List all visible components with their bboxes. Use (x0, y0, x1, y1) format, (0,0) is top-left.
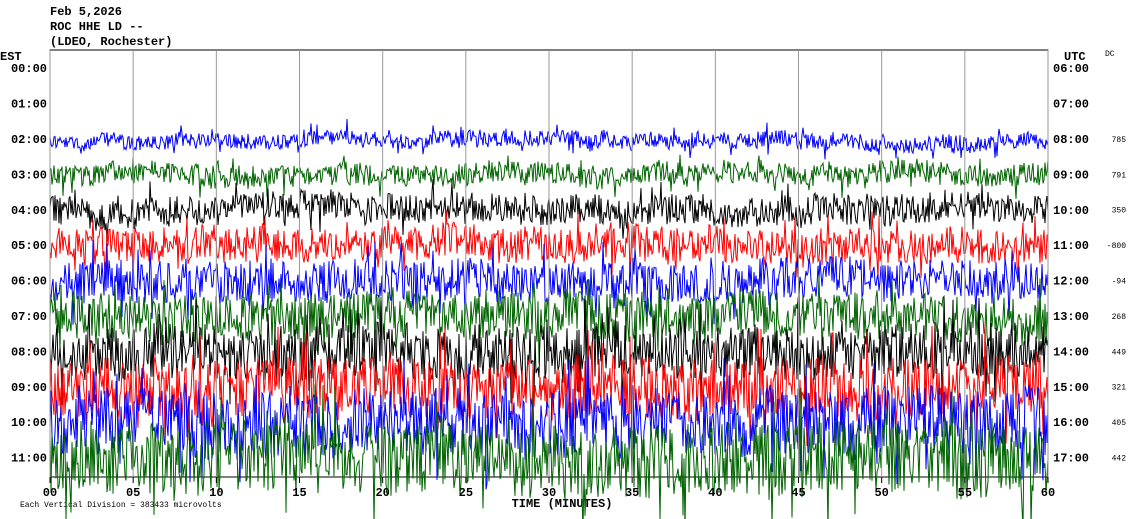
left-row-label: 05:00 (11, 239, 47, 253)
x-tick-label: 05 (126, 486, 140, 500)
right-row-label: 06:00 (1053, 62, 1089, 76)
dc-value: 321 (1112, 384, 1127, 393)
x-tick-label: 40 (708, 486, 722, 500)
x-tick-label: 10 (209, 486, 223, 500)
right-row-label: 13:00 (1053, 310, 1089, 324)
x-tick-label: 15 (292, 486, 306, 500)
dc-value: 785 (1112, 136, 1127, 145)
x-tick-label: 20 (375, 486, 389, 500)
x-tick-label: 50 (874, 486, 888, 500)
dc-value: -800 (1107, 242, 1126, 251)
footnote: Each Vertical Division = 383433 microvol… (20, 501, 222, 510)
x-axis-label: TIME (MINUTES) (512, 497, 613, 511)
dc-value: 350 (1112, 207, 1127, 216)
left-row-label: 06:00 (11, 275, 47, 289)
right-axis-label: UTC (1064, 50, 1086, 64)
dc-value: -94 (1112, 278, 1127, 287)
left-row-label: 00:00 (11, 62, 47, 76)
x-tick-label: 55 (958, 486, 972, 500)
right-row-label: 11:00 (1053, 239, 1089, 253)
title-date: Feb 5,2026 (50, 5, 122, 19)
left-row-label: 03:00 (11, 168, 47, 182)
x-tick-label: 60 (1041, 486, 1055, 500)
dc-value: 449 (1112, 348, 1127, 357)
dc-value: 442 (1112, 455, 1127, 464)
left-row-label: 02:00 (11, 133, 47, 147)
x-tick-label: 45 (791, 486, 805, 500)
title-network: (LDEO, Rochester) (50, 35, 172, 49)
right-row-label: 14:00 (1053, 345, 1089, 359)
dc-value: 268 (1112, 313, 1127, 322)
right-row-label: 16:00 (1053, 416, 1089, 430)
left-row-label: 11:00 (11, 452, 47, 466)
right-row-label: 15:00 (1053, 381, 1089, 395)
x-tick-label: 00 (43, 486, 57, 500)
title-station: ROC HHE LD -- (50, 20, 144, 34)
left-row-label: 07:00 (11, 310, 47, 324)
right-row-label: 10:00 (1053, 204, 1089, 218)
left-row-label: 04:00 (11, 204, 47, 218)
left-row-label: 08:00 (11, 345, 47, 359)
left-axis-label: EST (0, 50, 22, 64)
dc-label: DC (1105, 50, 1115, 59)
dc-value: 405 (1112, 419, 1127, 428)
left-row-label: 09:00 (11, 381, 47, 395)
right-row-label: 09:00 (1053, 168, 1089, 182)
right-row-label: 17:00 (1053, 452, 1089, 466)
left-row-label: 10:00 (11, 416, 47, 430)
dc-value: 791 (1112, 171, 1127, 180)
right-row-label: 12:00 (1053, 275, 1089, 289)
left-row-label: 01:00 (11, 98, 47, 112)
x-tick-label: 30 (542, 486, 556, 500)
right-row-label: 07:00 (1053, 98, 1089, 112)
right-row-label: 08:00 (1053, 133, 1089, 147)
x-tick-label: 25 (459, 486, 473, 500)
x-tick-label: 35 (625, 486, 639, 500)
